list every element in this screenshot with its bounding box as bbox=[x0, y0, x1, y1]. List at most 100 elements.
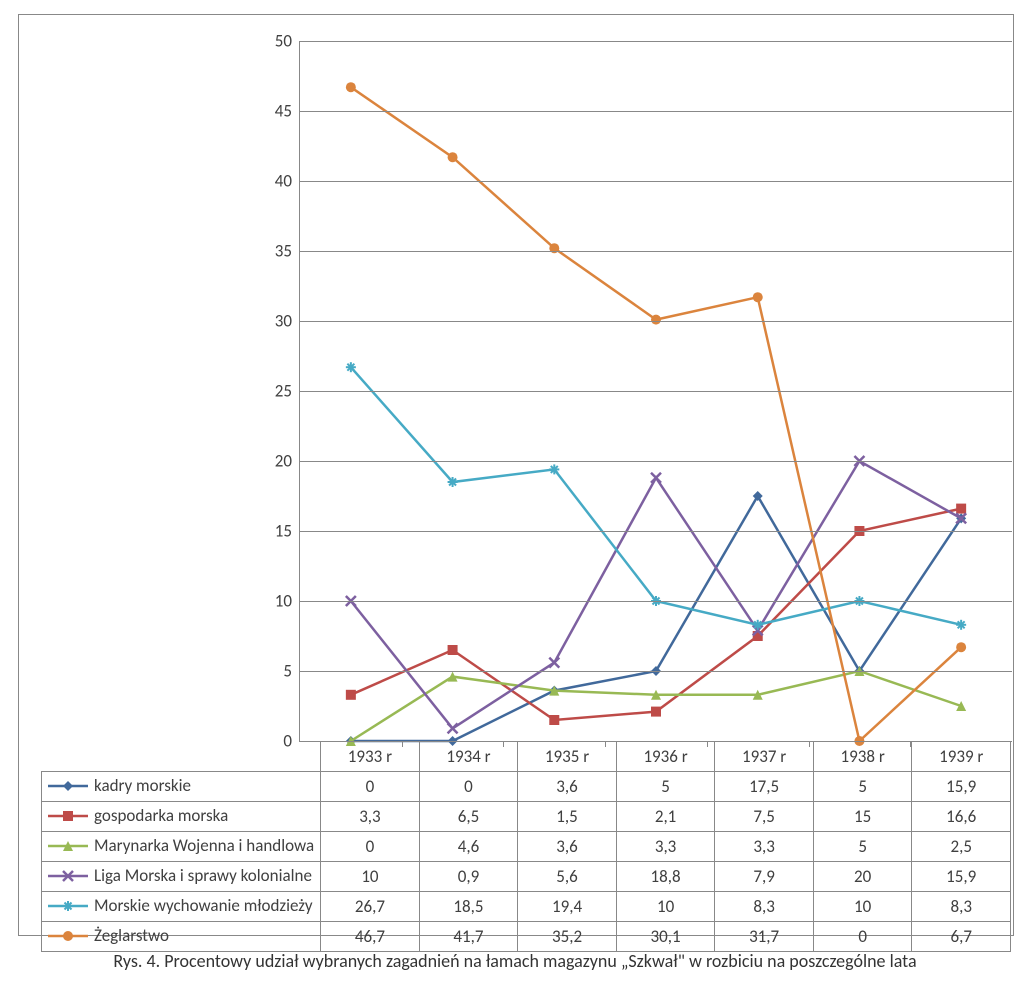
data-cell: 15,9 bbox=[912, 862, 1011, 892]
data-cell: 31,7 bbox=[715, 922, 814, 952]
y-tick-label: 5 bbox=[283, 661, 292, 682]
data-cell: 19,4 bbox=[518, 892, 617, 922]
figure-caption: Rys. 4. Procentowy udział wybranych zaga… bbox=[0, 950, 1030, 972]
data-cell: 7,9 bbox=[715, 862, 814, 892]
series-label: Morskie wychowanie młodzieży bbox=[94, 895, 313, 916]
series-marker bbox=[753, 620, 763, 630]
series-marker bbox=[753, 491, 763, 501]
chart-border: 05101520253035404550 1933 r1934 r1935 r1… bbox=[18, 14, 1014, 936]
series-line bbox=[351, 496, 961, 741]
legend-cell: gospodarka morska bbox=[42, 802, 321, 832]
y-tick-label: 40 bbox=[275, 171, 292, 192]
category-header: 1939 r bbox=[912, 742, 1011, 772]
data-cell: 0,9 bbox=[419, 862, 518, 892]
legend-cell: Morskie wychowanie młodzieży bbox=[42, 892, 321, 922]
data-cell: 2,5 bbox=[912, 832, 1011, 862]
figure-container: 05101520253035404550 1933 r1934 r1935 r1… bbox=[0, 0, 1030, 985]
data-cell: 6,5 bbox=[419, 802, 518, 832]
data-cell: 10 bbox=[321, 862, 420, 892]
table-row: Marynarka Wojenna i handlowa04,63,63,33,… bbox=[42, 832, 1011, 862]
data-cell: 3,3 bbox=[715, 832, 814, 862]
series-label: Liga Morska i sprawy kolonialne bbox=[94, 865, 312, 886]
series-line bbox=[351, 87, 961, 741]
gridline bbox=[300, 671, 1012, 672]
data-cell: 41,7 bbox=[419, 922, 518, 952]
data-cell: 10 bbox=[813, 892, 912, 922]
series-label: kadry morskie bbox=[94, 775, 191, 796]
series-marker bbox=[651, 707, 661, 717]
category-header: 1937 r bbox=[715, 742, 814, 772]
y-tick-label: 30 bbox=[275, 311, 292, 332]
series-label: Żeglarstwo bbox=[94, 925, 169, 946]
data-cell: 15,9 bbox=[912, 772, 1011, 802]
series-marker bbox=[651, 473, 661, 483]
table-row: Morskie wychowanie młodzieży26,718,519,4… bbox=[42, 892, 1011, 922]
series-marker bbox=[651, 315, 661, 325]
category-header: 1933 r bbox=[321, 742, 420, 772]
legend-swatch bbox=[48, 927, 88, 948]
data-cell: 3,6 bbox=[518, 772, 617, 802]
legend-cell: kadry morskie bbox=[42, 772, 321, 802]
y-tick-label: 50 bbox=[275, 31, 292, 52]
data-cell: 16,6 bbox=[912, 802, 1011, 832]
legend-swatch bbox=[48, 867, 88, 888]
data-cell: 18,8 bbox=[616, 862, 715, 892]
series-marker bbox=[549, 715, 559, 725]
category-header: 1938 r bbox=[813, 742, 912, 772]
series-label: gospodarka morska bbox=[94, 805, 228, 826]
data-cell: 18,5 bbox=[419, 892, 518, 922]
legend-swatch bbox=[48, 807, 88, 828]
data-cell: 6,7 bbox=[912, 922, 1011, 952]
data-cell: 5 bbox=[616, 772, 715, 802]
data-cell: 0 bbox=[321, 832, 420, 862]
table-row: Liga Morska i sprawy kolonialne100,95,61… bbox=[42, 862, 1011, 892]
data-cell: 5 bbox=[813, 832, 912, 862]
gridline bbox=[300, 181, 1012, 182]
legend-swatch bbox=[48, 837, 88, 858]
data-cell: 3,6 bbox=[518, 832, 617, 862]
category-header: 1936 r bbox=[616, 742, 715, 772]
data-cell: 5 bbox=[813, 772, 912, 802]
gridline bbox=[300, 111, 1012, 112]
gridline bbox=[300, 321, 1012, 322]
legend-cell: Marynarka Wojenna i handlowa bbox=[42, 832, 321, 862]
data-cell: 17,5 bbox=[715, 772, 814, 802]
series-label: Marynarka Wojenna i handlowa bbox=[94, 835, 314, 856]
series-line bbox=[351, 509, 961, 720]
data-cell: 30,1 bbox=[616, 922, 715, 952]
table-row: Żeglarstwo46,741,735,230,131,706,7 bbox=[42, 922, 1011, 952]
legend-swatch bbox=[48, 777, 88, 798]
data-cell: 5,6 bbox=[518, 862, 617, 892]
series-marker bbox=[549, 658, 559, 668]
table-corner-cell bbox=[42, 742, 321, 772]
series-marker bbox=[956, 642, 966, 652]
gridline bbox=[300, 601, 1012, 602]
data-cell: 10 bbox=[616, 892, 715, 922]
data-cell: 7,5 bbox=[715, 802, 814, 832]
y-tick-label: 20 bbox=[275, 451, 292, 472]
data-cell: 35,2 bbox=[518, 922, 617, 952]
y-tick-label: 45 bbox=[275, 101, 292, 122]
legend-cell: Liga Morska i sprawy kolonialne bbox=[42, 862, 321, 892]
data-cell: 8,3 bbox=[715, 892, 814, 922]
data-cell: 46,7 bbox=[321, 922, 420, 952]
series-marker bbox=[346, 690, 356, 700]
data-cell: 1,5 bbox=[518, 802, 617, 832]
series-marker bbox=[956, 504, 966, 514]
data-cell: 0 bbox=[419, 772, 518, 802]
series-line bbox=[351, 367, 961, 625]
series-marker bbox=[346, 82, 356, 92]
table-header-row: 1933 r1934 r1935 r1936 r1937 r1938 r1939… bbox=[42, 742, 1011, 772]
series-marker bbox=[753, 292, 763, 302]
table-row: kadry morskie003,6517,5515,9 bbox=[42, 772, 1011, 802]
data-cell: 15 bbox=[813, 802, 912, 832]
gridline bbox=[300, 391, 1012, 392]
data-cell: 0 bbox=[321, 772, 420, 802]
series-marker bbox=[448, 645, 458, 655]
series-marker bbox=[448, 152, 458, 162]
data-cell: 3,3 bbox=[321, 802, 420, 832]
category-header: 1935 r bbox=[518, 742, 617, 772]
series-marker bbox=[956, 620, 966, 630]
series-marker bbox=[549, 464, 559, 474]
gridline bbox=[300, 531, 1012, 532]
